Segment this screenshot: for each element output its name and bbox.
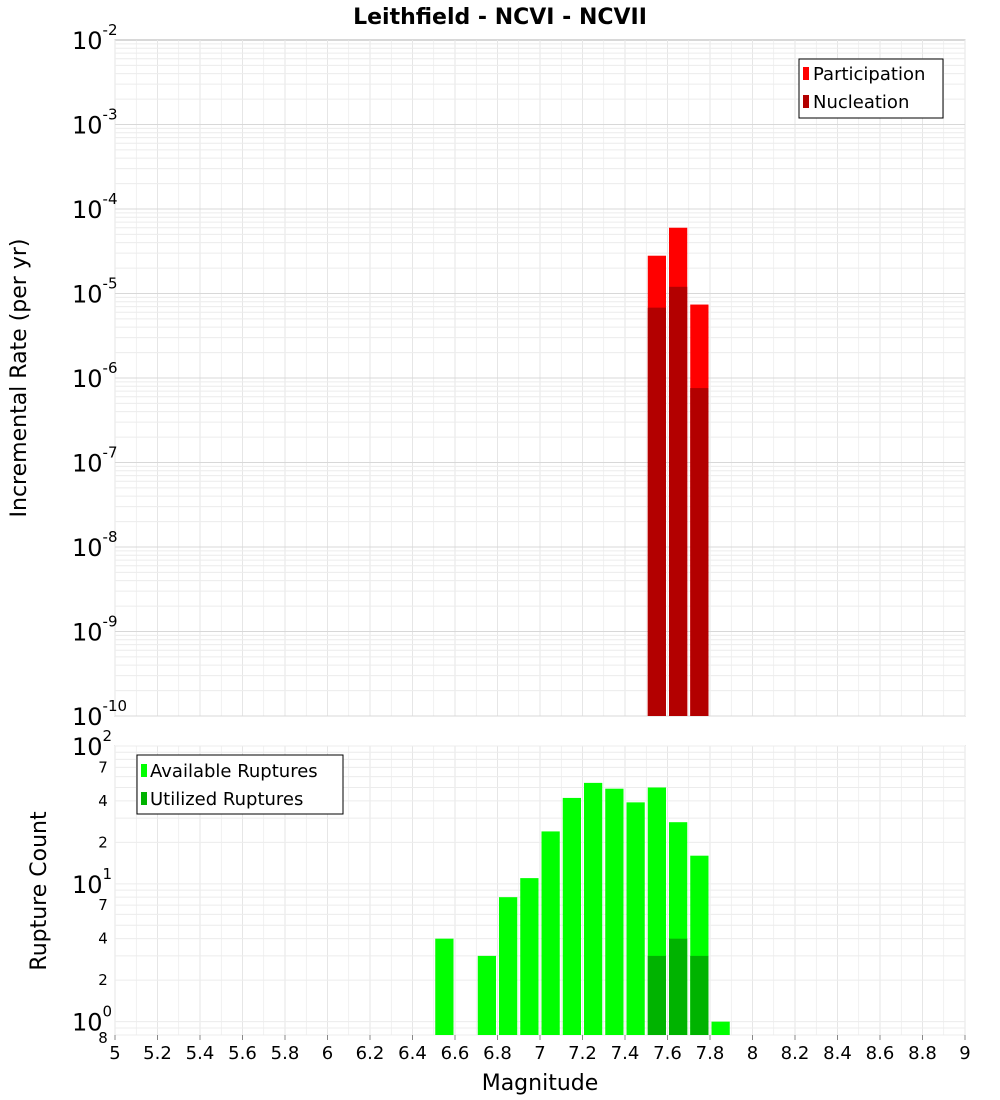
available-swatch bbox=[141, 764, 147, 777]
rate-y-tick-label: 10-9 bbox=[72, 613, 118, 647]
utilized-ruptures-bar bbox=[647, 955, 666, 1035]
count-legend: Available Ruptures Utilized Ruptures bbox=[136, 754, 344, 815]
x-tick-label: 5.6 bbox=[228, 1043, 257, 1064]
rate-plot-bars bbox=[647, 227, 709, 716]
x-tick-label: 9 bbox=[959, 1043, 970, 1064]
available-ruptures-bar bbox=[605, 788, 624, 1035]
x-tick-label: 5.4 bbox=[186, 1043, 215, 1064]
participation-legend-label: Participation bbox=[813, 64, 925, 85]
x-tick-label: 7.6 bbox=[653, 1043, 682, 1064]
available-legend-label: Available Ruptures bbox=[150, 761, 318, 782]
nucleation-bar bbox=[669, 286, 688, 716]
x-tick-label: 7.2 bbox=[568, 1043, 597, 1064]
count-y-minor-tick-label: 2 bbox=[98, 833, 108, 851]
x-axis-label: Magnitude bbox=[482, 1071, 599, 1096]
count-plot: 100 101 102 8 2 4 7 2 4 7 5 5.2 5.4 5.6 5.8 6 6.2 6.4 6.6… bbox=[27, 727, 971, 1096]
x-tick-label: 8.8 bbox=[908, 1043, 937, 1064]
count-legend-box bbox=[136, 754, 344, 815]
rate-plot-grid bbox=[114, 40, 966, 717]
x-tick-label: 8.4 bbox=[823, 1043, 852, 1064]
x-tick-label: 5.2 bbox=[143, 1043, 172, 1064]
x-tick-label: 7 bbox=[534, 1043, 545, 1064]
available-ruptures-bar bbox=[435, 938, 454, 1035]
x-tick-label: 7.8 bbox=[696, 1043, 725, 1064]
rate-y-axis-label: Incremental Rate (per yr) bbox=[7, 239, 32, 518]
rate-y-tick-label: 10-4 bbox=[72, 190, 118, 224]
rate-y-tick-label: 10-3 bbox=[72, 106, 118, 140]
count-y-minor-tick-label: 7 bbox=[98, 758, 108, 776]
x-tick-label: 5 bbox=[109, 1043, 120, 1064]
x-tick-label: 7.4 bbox=[611, 1043, 640, 1064]
utilized-swatch bbox=[141, 792, 147, 805]
x-tick-label: 8.6 bbox=[866, 1043, 895, 1064]
available-ruptures-bar bbox=[626, 802, 645, 1035]
count-plot-bars bbox=[435, 782, 730, 1035]
available-ruptures-bar bbox=[584, 782, 603, 1035]
x-tick-label: 6 bbox=[322, 1043, 333, 1064]
available-ruptures-bar bbox=[711, 1021, 730, 1035]
count-y-minor-tick-label: 2 bbox=[98, 971, 108, 989]
rate-y-tick-label: 10-6 bbox=[72, 359, 118, 393]
chart-title: Leithfield - NCVI - NCVII bbox=[353, 5, 647, 30]
rate-y-tick-label: 10-2 bbox=[72, 21, 118, 55]
count-y-minor-tick-label: 4 bbox=[98, 792, 108, 810]
x-tick-label: 6.2 bbox=[356, 1043, 385, 1064]
nucleation-bar bbox=[647, 307, 666, 716]
rate-legend-box bbox=[798, 58, 944, 119]
participation-swatch bbox=[803, 67, 809, 80]
utilized-ruptures-bar bbox=[669, 938, 688, 1035]
count-y-minor-tick-label: 4 bbox=[98, 930, 108, 948]
available-ruptures-bar bbox=[477, 955, 496, 1035]
available-ruptures-bar bbox=[541, 831, 560, 1035]
utilized-ruptures-bar bbox=[690, 955, 709, 1035]
count-y-axis-label: Rupture Count bbox=[27, 811, 52, 971]
available-ruptures-bar bbox=[520, 878, 539, 1035]
x-tick-label: 6.6 bbox=[441, 1043, 470, 1064]
rate-y-tick-label: 10-5 bbox=[72, 275, 118, 309]
utilized-legend-label: Utilized Ruptures bbox=[150, 789, 303, 810]
count-y-tick-label: 101 bbox=[72, 865, 112, 899]
nucleation-swatch bbox=[803, 95, 809, 108]
rate-y-tick-label: 10-8 bbox=[72, 528, 118, 562]
available-ruptures-bar bbox=[499, 897, 518, 1035]
x-tick-label: 6.4 bbox=[398, 1043, 427, 1064]
x-tick-label: 6.8 bbox=[483, 1043, 512, 1064]
rate-legend: Participation Nucleation bbox=[798, 58, 944, 119]
rate-plot: 10-10 10-9 10-8 10-7 10-6 10-5 10-4 10-3 10-2 Pa… bbox=[7, 21, 966, 731]
nucleation-bar bbox=[690, 388, 709, 716]
count-y-tick-label: 102 bbox=[72, 727, 112, 761]
rate-y-tick-label: 10-10 bbox=[72, 697, 127, 731]
available-ruptures-bar bbox=[562, 797, 581, 1035]
x-tick-label: 8 bbox=[747, 1043, 758, 1064]
magnitude-x-ticks: 5 5.2 5.4 5.6 5.8 6 6.2 6.4 6.6 6.8 7 7.2 7.4 7.6 7.8 8… bbox=[109, 1035, 971, 1064]
count-y-tick-label: 100 bbox=[72, 1003, 112, 1037]
nucleation-legend-label: Nucleation bbox=[813, 92, 909, 113]
count-y-ticks: 100 101 102 8 2 4 7 2 4 7 bbox=[72, 727, 112, 1047]
x-tick-label: 5.8 bbox=[271, 1043, 300, 1064]
rate-y-ticks: 10-10 10-9 10-8 10-7 10-6 10-5 10-4 10-3 10-2 bbox=[72, 21, 127, 731]
x-tick-label: 8.2 bbox=[781, 1043, 810, 1064]
count-y-minor-tick-label: 8 bbox=[98, 1029, 108, 1047]
count-y-minor-tick-label: 7 bbox=[98, 896, 108, 914]
rate-y-tick-label: 10-7 bbox=[72, 444, 118, 478]
